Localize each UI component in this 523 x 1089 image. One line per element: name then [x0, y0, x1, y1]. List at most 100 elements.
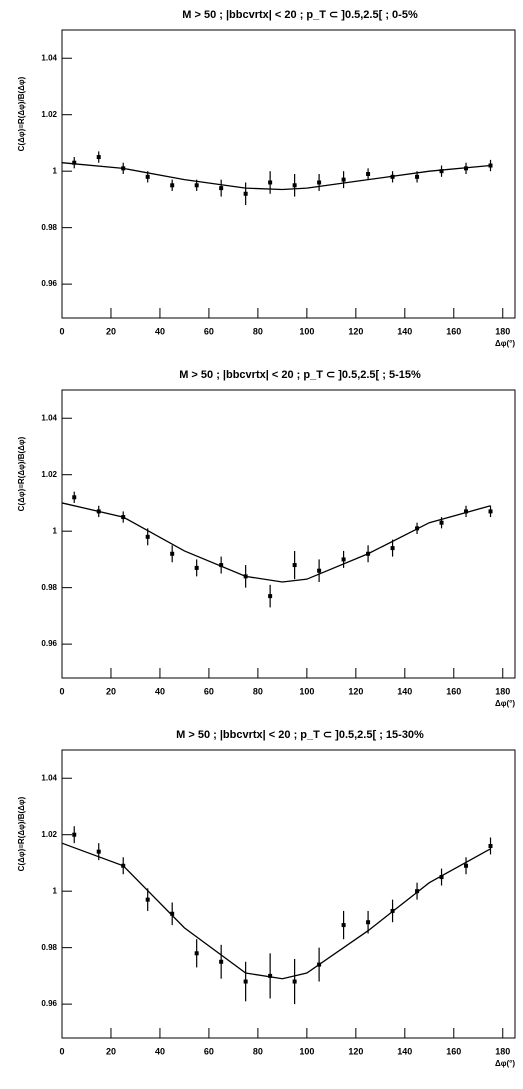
x-tick-label: 100 [299, 1046, 314, 1056]
data-point [415, 889, 420, 894]
y-tick-label: 0.98 [41, 583, 57, 592]
x-tick-label: 180 [495, 326, 510, 336]
x-tick-label: 60 [204, 686, 214, 696]
data-point [292, 183, 297, 188]
y-tick-label: 1.04 [41, 53, 57, 62]
fit-curve [61, 502, 491, 583]
x-tick-label: 120 [348, 686, 363, 696]
data-point [145, 534, 150, 539]
data-point [72, 160, 77, 165]
data-point [145, 174, 150, 179]
data-point [268, 180, 273, 185]
data-point [341, 177, 346, 182]
x-tick-label: 160 [446, 1046, 461, 1056]
x-tick-label: 100 [299, 686, 314, 696]
data-point [72, 495, 77, 500]
data-point [268, 594, 273, 599]
y-axis-label: C(Δφ)=R(Δφ)/B(Δφ) [17, 796, 26, 871]
x-tick-label: 160 [446, 326, 461, 336]
x-tick-label: 40 [155, 1046, 165, 1056]
x-tick-label: 120 [348, 1046, 363, 1056]
y-tick-label: 1.04 [41, 413, 57, 422]
data-point [121, 515, 126, 520]
data-point [243, 574, 248, 579]
data-point [366, 920, 371, 925]
y-tick-label: 0.98 [41, 943, 57, 952]
data-point [488, 163, 493, 168]
x-tick-label: 160 [446, 686, 461, 696]
x-tick-label: 60 [204, 326, 214, 336]
data-point [170, 911, 175, 916]
data-point [390, 908, 395, 913]
data-point [96, 849, 101, 854]
data-point [121, 166, 126, 171]
x-tick-label: 140 [397, 326, 412, 336]
data-point [96, 155, 101, 160]
y-axis-label: C(Δφ)=R(Δφ)/B(Δφ) [17, 76, 26, 151]
data-point [317, 962, 322, 967]
data-point [366, 551, 371, 556]
data-point [464, 166, 469, 171]
data-point [317, 568, 322, 573]
x-tick-label: 140 [397, 1046, 412, 1056]
y-tick-label: 0.96 [41, 639, 57, 648]
data-point [268, 973, 273, 978]
data-point [170, 183, 175, 188]
fit-curve [61, 842, 491, 980]
plot-frame [61, 389, 516, 679]
data-point [439, 169, 444, 174]
x-tick-label: 20 [106, 326, 116, 336]
data-point [317, 180, 322, 185]
x-tick-label: 40 [155, 686, 165, 696]
data-point [292, 563, 297, 568]
x-tick-label: 80 [253, 1046, 263, 1056]
data-point [464, 863, 469, 868]
x-axis-label: Δφ(°) [495, 1059, 515, 1068]
y-tick-label: 1.02 [41, 110, 57, 119]
x-tick-label: 180 [495, 1046, 510, 1056]
plot-frame [61, 29, 516, 319]
data-point [219, 563, 224, 568]
y-tick-label: 1.02 [41, 830, 57, 839]
data-point [341, 557, 346, 562]
chart-title: M > 50 ; |bbcvrtx| < 20 ; p_T ⊂ ]0.5,2.5… [179, 369, 421, 381]
y-tick-label: 0.96 [41, 279, 57, 288]
data-point [121, 863, 126, 868]
x-axis-label: Δφ(°) [495, 339, 515, 348]
data-point [390, 174, 395, 179]
data-point [194, 951, 199, 956]
x-tick-label: 140 [397, 686, 412, 696]
x-tick-label: 100 [299, 326, 314, 336]
x-tick-label: 180 [495, 686, 510, 696]
panel: M > 50 ; |bbcvrtx| < 20 ; p_T ⊂ ]0.5,2.5… [17, 369, 516, 708]
fit-curve [61, 162, 491, 191]
x-tick-label: 20 [106, 1046, 116, 1056]
data-point [219, 186, 224, 191]
data-point [170, 551, 175, 556]
data-point [464, 509, 469, 514]
data-point [96, 509, 101, 514]
data-point [341, 923, 346, 928]
data-point [194, 183, 199, 188]
data-point [292, 979, 297, 984]
data-point [243, 979, 248, 984]
x-tick-label: 0 [59, 1046, 64, 1056]
data-point [390, 546, 395, 551]
panel: M > 50 ; |bbcvrtx| < 20 ; p_T ⊂ ]0.5,2.5… [17, 729, 516, 1068]
x-tick-label: 0 [59, 686, 64, 696]
data-point [488, 844, 493, 848]
data-point [72, 832, 77, 837]
panel: M > 50 ; |bbcvrtx| < 20 ; p_T ⊂ ]0.5,2.5… [17, 9, 516, 348]
x-tick-label: 40 [155, 326, 165, 336]
data-point [415, 526, 420, 531]
data-point [488, 509, 493, 514]
y-tick-label: 0.98 [41, 223, 57, 232]
chart-title: M > 50 ; |bbcvrtx| < 20 ; p_T ⊂ ]0.5,2.5… [182, 9, 418, 21]
x-tick-label: 0 [59, 326, 64, 336]
plot-frame [61, 749, 516, 1039]
y-tick-label: 1 [53, 526, 58, 535]
y-tick-label: 1 [53, 166, 58, 175]
x-tick-label: 120 [348, 326, 363, 336]
chart-title: M > 50 ; |bbcvrtx| < 20 ; p_T ⊂ ]0.5,2.5… [176, 729, 424, 741]
